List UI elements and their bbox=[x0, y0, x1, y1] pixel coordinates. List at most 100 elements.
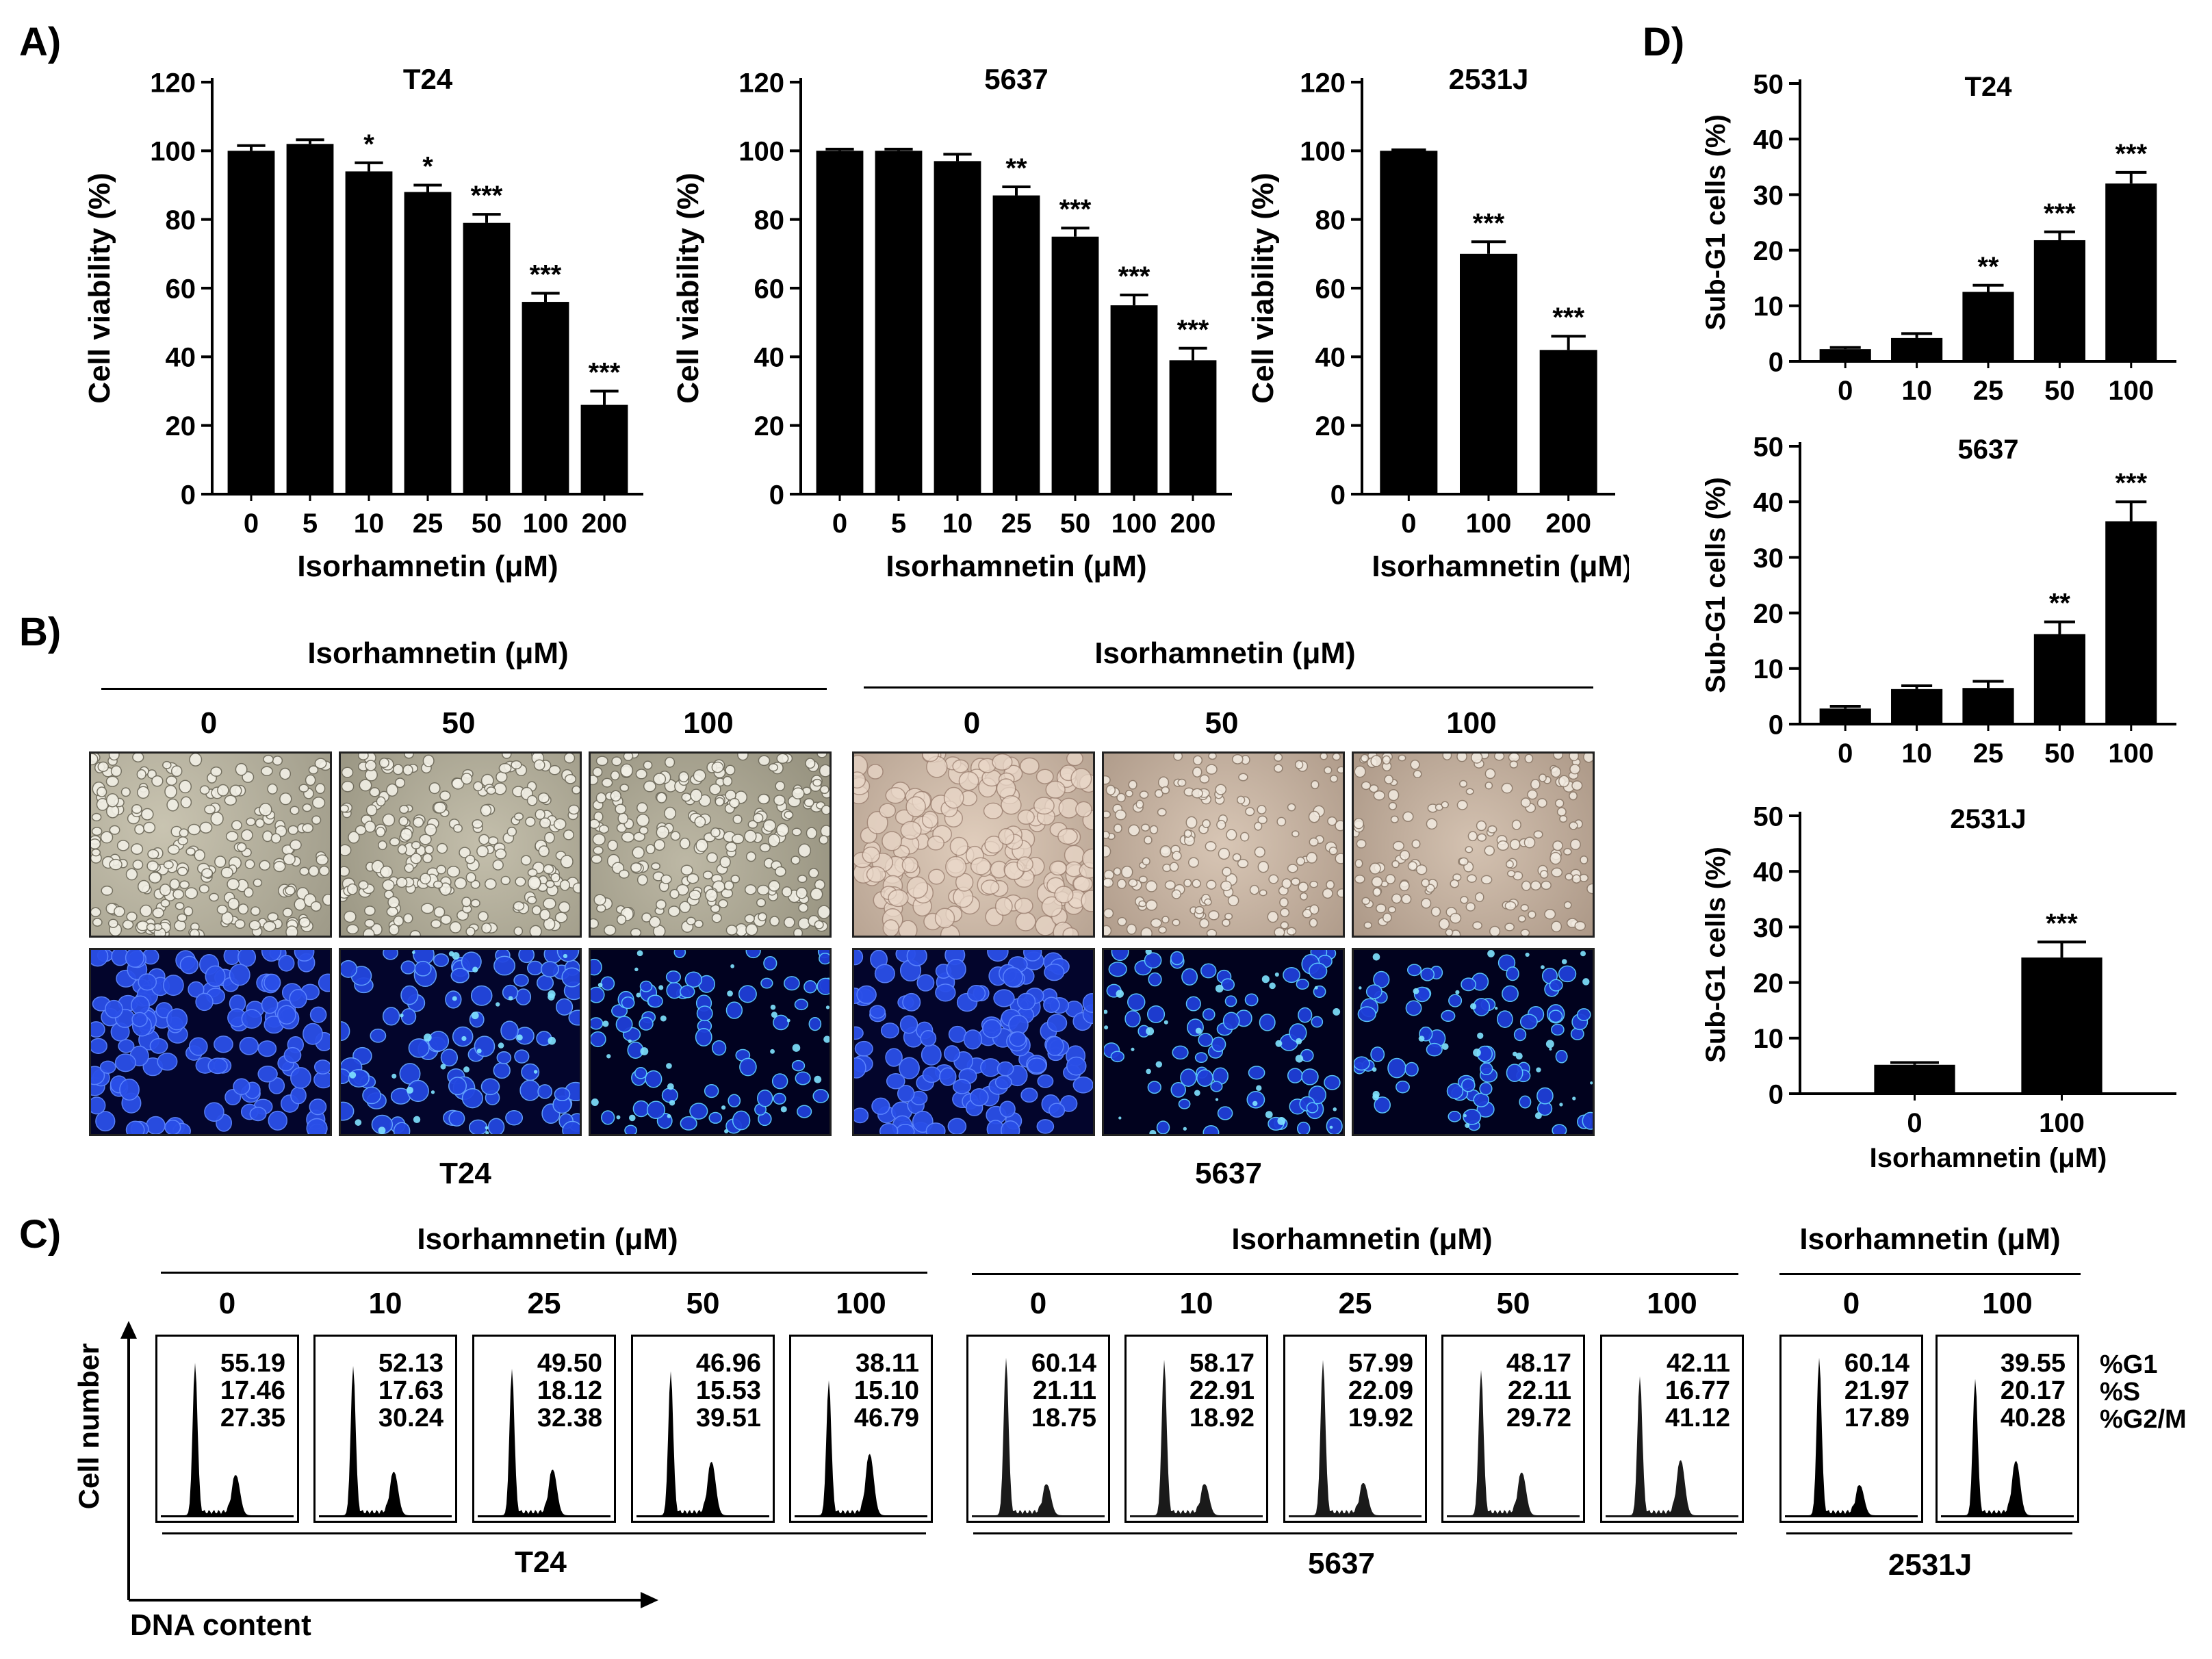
cell bbox=[1017, 809, 1035, 825]
cell bbox=[689, 1103, 708, 1120]
cell bbox=[993, 989, 1015, 1007]
cell bbox=[459, 847, 471, 858]
cell bbox=[505, 1109, 524, 1126]
cell bbox=[854, 950, 864, 966]
cell bbox=[595, 756, 608, 767]
cell bbox=[1281, 878, 1292, 889]
apoptotic-body bbox=[1194, 1090, 1200, 1096]
cell bbox=[963, 1029, 983, 1050]
cell bbox=[862, 846, 880, 864]
panel-c-header: Isorhamnetin (μM) bbox=[1799, 1222, 2061, 1256]
cell bbox=[1415, 864, 1428, 875]
cell bbox=[808, 868, 819, 879]
cell bbox=[767, 834, 780, 847]
cell bbox=[433, 953, 450, 967]
cell bbox=[673, 950, 686, 958]
cell bbox=[1117, 916, 1127, 927]
cell bbox=[1173, 754, 1183, 761]
cell bbox=[729, 797, 740, 808]
y-tick-label: 30 bbox=[1753, 543, 1784, 574]
y-tick-label: 0 bbox=[769, 480, 784, 510]
cell bbox=[341, 804, 349, 813]
cell bbox=[902, 992, 921, 1012]
apoptotic-body bbox=[597, 982, 603, 988]
histogram-frame bbox=[313, 1335, 457, 1523]
cell bbox=[392, 764, 404, 775]
apoptotic-body bbox=[1549, 1047, 1552, 1051]
cell bbox=[146, 1116, 166, 1134]
bar bbox=[2105, 521, 2157, 724]
cell bbox=[1283, 966, 1300, 983]
cell bbox=[91, 950, 109, 967]
cell bbox=[1520, 797, 1531, 808]
cell bbox=[1144, 836, 1153, 845]
bar bbox=[2033, 634, 2085, 724]
apoptotic-body bbox=[1265, 1111, 1273, 1118]
y-tick-label: 40 bbox=[1315, 343, 1346, 373]
flow-histogram bbox=[1779, 1335, 1923, 1523]
y-tick-label: 40 bbox=[1753, 125, 1784, 155]
cell bbox=[399, 805, 409, 814]
apoptotic-body bbox=[1477, 1032, 1484, 1039]
cell bbox=[132, 860, 144, 870]
phase-value-g2m: 40.28 bbox=[2000, 1404, 2066, 1432]
apoptotic-body bbox=[1261, 975, 1270, 983]
cell bbox=[118, 1039, 135, 1053]
cell bbox=[797, 875, 808, 884]
histogram-frame bbox=[789, 1335, 933, 1523]
cell bbox=[1493, 754, 1505, 761]
cell bbox=[854, 771, 866, 789]
cell bbox=[164, 784, 177, 799]
cell bbox=[400, 1008, 417, 1025]
cell bbox=[285, 886, 296, 896]
x-tick-label: 10 bbox=[1901, 376, 1932, 406]
cell bbox=[302, 823, 313, 834]
cell bbox=[1559, 814, 1568, 823]
panel-letter-b: B) bbox=[19, 610, 62, 654]
chart-title: 5637 bbox=[1958, 435, 2019, 465]
y-tick-label: 20 bbox=[754, 411, 785, 441]
cell bbox=[1467, 874, 1477, 883]
y-tick-label: 100 bbox=[150, 137, 196, 167]
significance-label: * bbox=[422, 152, 433, 182]
apoptotic-body bbox=[485, 1131, 489, 1134]
cell bbox=[306, 1118, 328, 1134]
apoptotic-body bbox=[1582, 978, 1590, 986]
cell bbox=[470, 879, 480, 889]
chart-d-5637: 5637 0 10 20 30 40 50 Sub-G1 cells (%) 0 10 25 ** 50… bbox=[1701, 432, 2176, 769]
brightfield-photo bbox=[589, 751, 832, 938]
cell bbox=[1576, 1008, 1591, 1021]
apoptotic-body bbox=[496, 1002, 500, 1007]
cell bbox=[420, 903, 435, 914]
histogram-trace bbox=[795, 1380, 927, 1517]
panel-c-group-baseline bbox=[1786, 1532, 2072, 1534]
cell bbox=[502, 754, 512, 759]
cell bbox=[283, 853, 296, 866]
cell bbox=[137, 879, 151, 893]
cell bbox=[1072, 1076, 1093, 1094]
cell bbox=[694, 919, 704, 929]
cell bbox=[382, 879, 395, 891]
phase-percentages: 52.13 17.63 30.24 bbox=[334, 1350, 443, 1432]
cell bbox=[664, 806, 677, 820]
flow-dose-label: 100 bbox=[836, 1287, 886, 1320]
cell bbox=[572, 882, 580, 894]
cell bbox=[632, 846, 645, 859]
cell bbox=[143, 821, 156, 834]
cell bbox=[795, 1071, 811, 1085]
cell bbox=[235, 762, 248, 776]
y-tick-label: 10 bbox=[1753, 654, 1784, 684]
cell bbox=[1157, 776, 1170, 788]
apoptotic-body bbox=[1163, 1020, 1168, 1025]
cell bbox=[1385, 874, 1396, 884]
cell bbox=[526, 795, 538, 806]
cell bbox=[1357, 1006, 1376, 1023]
cell bbox=[899, 1057, 920, 1079]
cell bbox=[854, 1057, 866, 1079]
cell bbox=[1327, 816, 1337, 826]
phase-value-g2m: 29.72 bbox=[1506, 1404, 1571, 1432]
cell bbox=[1246, 1090, 1265, 1109]
cell bbox=[1294, 760, 1304, 769]
cell bbox=[866, 866, 886, 883]
cell bbox=[91, 1038, 107, 1054]
